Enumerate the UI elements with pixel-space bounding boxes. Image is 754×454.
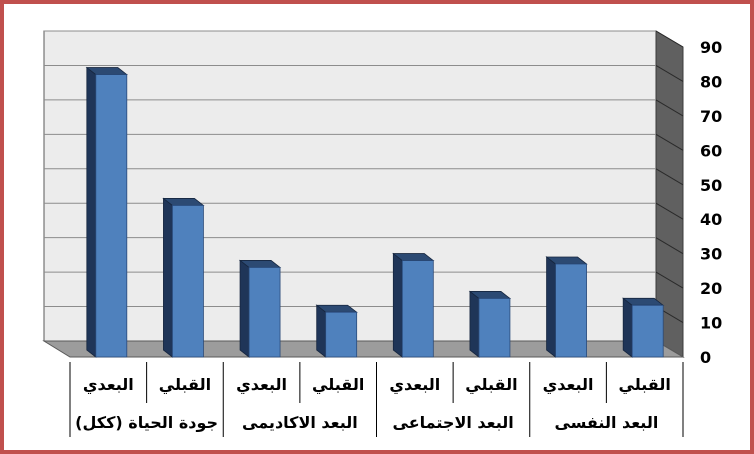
bar <box>468 290 512 358</box>
gridline-side <box>655 30 684 48</box>
bar-front <box>401 260 434 358</box>
x-category-label: القبلي <box>159 375 211 395</box>
bar-front <box>478 298 511 358</box>
gridline-side <box>655 168 684 186</box>
bar-front <box>248 267 281 358</box>
y-tick-label: 90 <box>700 38 722 57</box>
bar <box>315 304 358 358</box>
x-group-label: البعد الاكاديمى <box>242 413 358 432</box>
x-category-label: البعدي <box>389 375 440 395</box>
x-category-label: البعدي <box>236 375 287 395</box>
chart-floor <box>42 340 685 358</box>
bar <box>545 256 588 358</box>
y-tick-label: 10 <box>700 314 722 333</box>
x-group-label: جودة الحياة (ككل) <box>75 413 218 432</box>
bar-front <box>325 311 358 358</box>
bar-side <box>392 252 403 358</box>
y-tick-label: 60 <box>700 141 722 160</box>
x-category-label: البعدي <box>543 375 594 395</box>
x-category-label: القبلي <box>619 375 671 395</box>
x-category-label: القبلي <box>312 375 364 395</box>
bar <box>622 297 665 358</box>
bar <box>85 66 128 358</box>
bar-side <box>546 256 556 358</box>
gridline-side <box>655 271 684 289</box>
gridline-side <box>655 65 684 82</box>
y-tick-label: 50 <box>700 176 722 195</box>
x-group-label: البعد الاجتماعى <box>393 413 514 432</box>
y-tick-label: 30 <box>700 245 722 264</box>
y-tick-label: 0 <box>700 348 711 367</box>
y-tick-label: 40 <box>700 210 722 229</box>
y-tick-label: 80 <box>700 72 722 91</box>
bar-side <box>163 197 173 358</box>
gridline-side <box>655 202 684 220</box>
bar-front <box>555 263 587 358</box>
y-tick-label: 70 <box>700 107 722 126</box>
bar <box>238 259 282 358</box>
bar-side <box>86 66 97 358</box>
x-category-label: القبلي <box>465 375 517 395</box>
gridline-side <box>655 133 684 151</box>
x-category-label: البعدي <box>83 375 134 395</box>
y-tick-label: 20 <box>700 279 722 298</box>
bar-front <box>631 304 664 358</box>
bar-side <box>239 259 250 358</box>
bar-side <box>469 290 480 358</box>
bar-side <box>316 304 327 358</box>
gridline-side <box>655 237 684 255</box>
gridline-side <box>655 99 684 117</box>
bar <box>392 252 435 358</box>
x-group-label: البعد النفسى <box>554 413 658 432</box>
bar <box>162 197 205 358</box>
bar-front <box>172 205 204 358</box>
bar-front <box>95 74 128 358</box>
bar-side <box>622 297 633 358</box>
